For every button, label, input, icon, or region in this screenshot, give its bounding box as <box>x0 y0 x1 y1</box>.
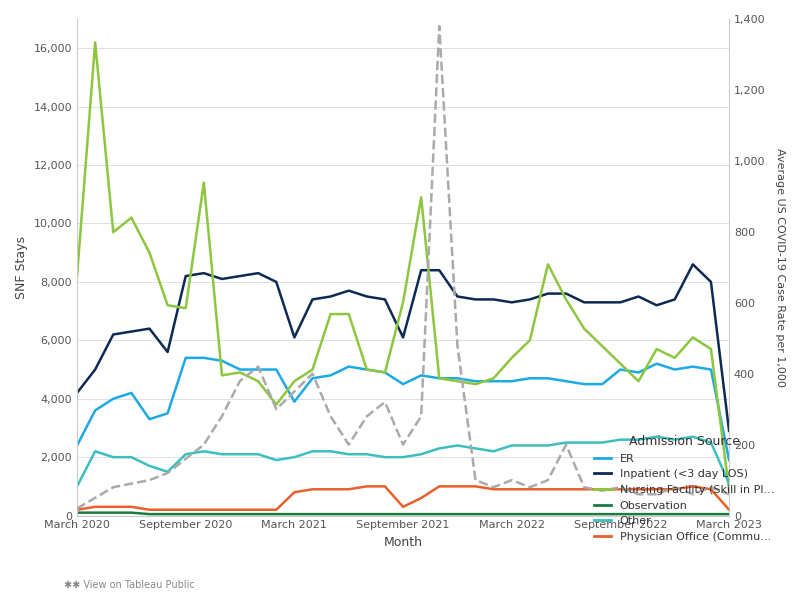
Text: ✱✱ View on Tableau Public: ✱✱ View on Tableau Public <box>64 580 194 590</box>
X-axis label: Month: Month <box>383 536 422 549</box>
Legend: ER, Inpatient (<3 day LOS), Nursing Facility (Skill in Pl..., Observation, Other: ER, Inpatient (<3 day LOS), Nursing Faci… <box>590 431 778 547</box>
Y-axis label: SNF Stays: SNF Stays <box>15 236 28 299</box>
Y-axis label: Average US COVID-19 Case Rate per 1,000: Average US COVID-19 Case Rate per 1,000 <box>775 148 785 387</box>
